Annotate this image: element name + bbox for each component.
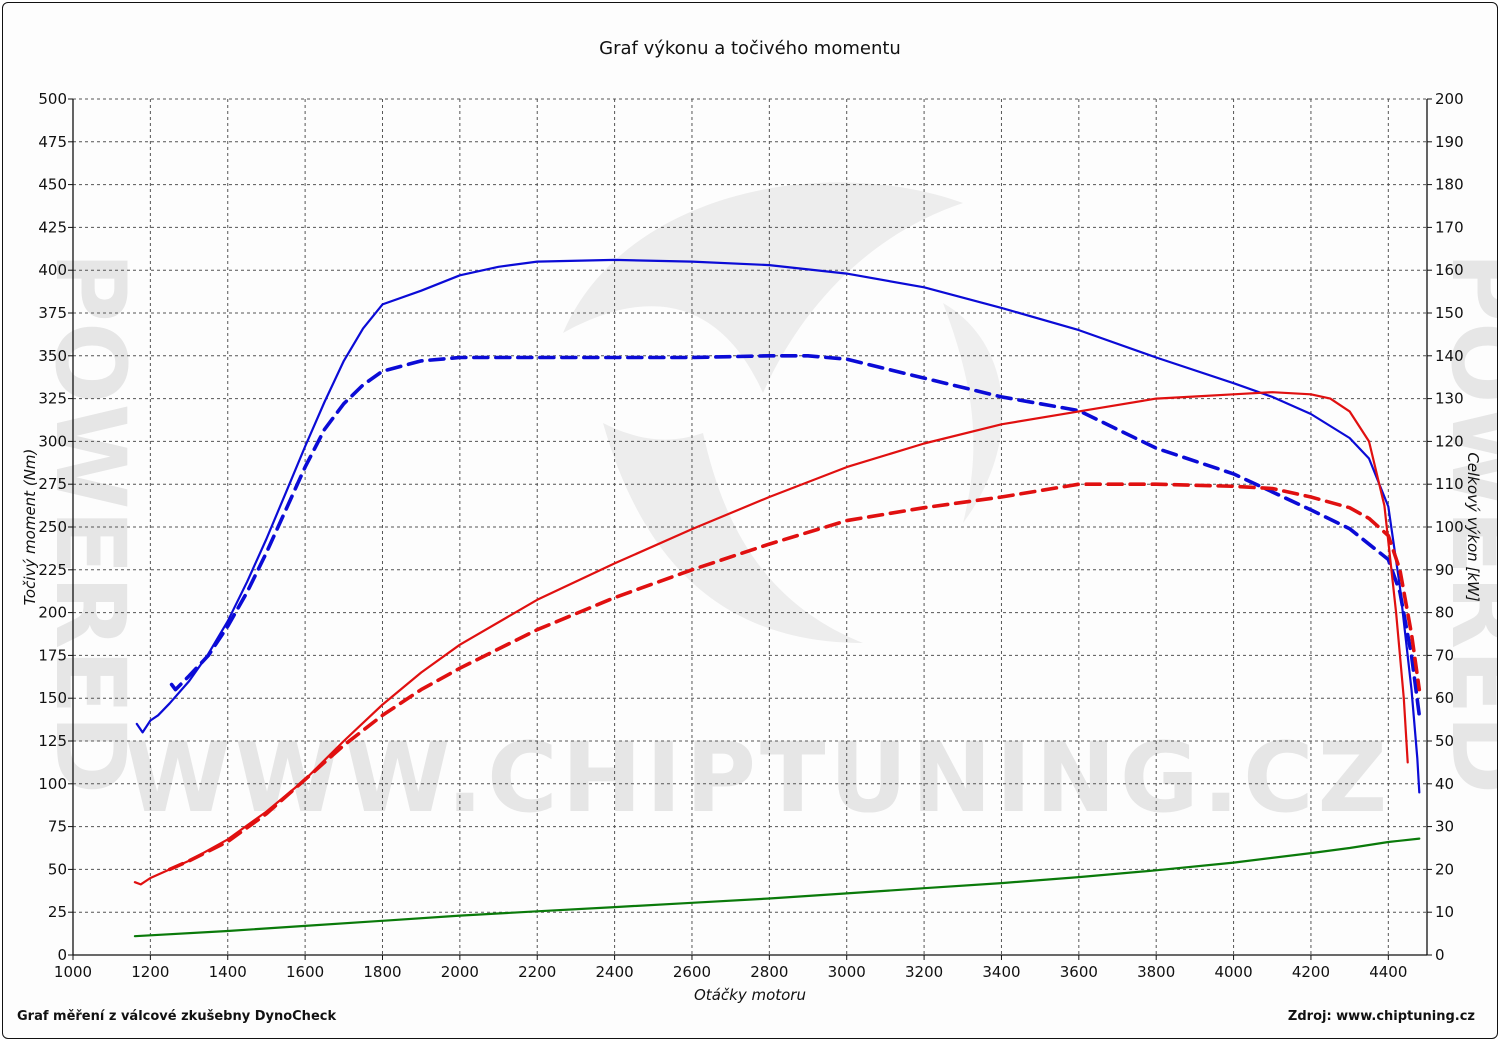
y-right-tick-label: 90 bbox=[1435, 561, 1454, 579]
y-right-tick-label: 70 bbox=[1435, 646, 1454, 664]
x-tick-label: 1600 bbox=[286, 963, 324, 981]
grid bbox=[73, 98, 1427, 955]
chart-title: Graf výkonu a točivého momentu bbox=[599, 38, 901, 59]
y-right-tick-label: 130 bbox=[1435, 390, 1464, 408]
x-tick-label: 4000 bbox=[1214, 963, 1252, 981]
y-right-tick-label: 180 bbox=[1435, 176, 1464, 194]
x-tick-label: 2800 bbox=[750, 963, 788, 981]
y-right-tick-label: 140 bbox=[1435, 347, 1464, 365]
footer-source-note: Graf měření z válcové zkušebny DynoCheck bbox=[17, 1009, 337, 1024]
y-right-tick-label: 30 bbox=[1435, 818, 1454, 836]
y-left-tick-label: 500 bbox=[38, 90, 67, 108]
y-right-tick-label: 100 bbox=[1435, 518, 1464, 536]
footer-source-url: Zdroj: www.chiptuning.cz bbox=[1287, 1009, 1475, 1024]
y-right-tick-label: 170 bbox=[1435, 218, 1464, 236]
x-tick-label: 2400 bbox=[596, 963, 634, 981]
x-tick-label: 3800 bbox=[1137, 963, 1175, 981]
x-tick-label: 3000 bbox=[828, 963, 866, 981]
y-axis-left-label: Točivý moment (Nm) bbox=[21, 449, 39, 606]
labels: 1000 1200 1400 1600 1800 2000 2200 2400 2600 2800… bbox=[21, 38, 1482, 1004]
series-line-2 bbox=[169, 354, 1422, 718]
y-left-tick-label: 75 bbox=[48, 818, 67, 836]
y-left-tick-label: 250 bbox=[38, 518, 67, 536]
x-tick-label: 2200 bbox=[518, 963, 556, 981]
x-axis-label: Otáčky motoru bbox=[694, 986, 806, 1004]
x-tick-label: 4400 bbox=[1369, 963, 1407, 981]
y-right-tick-label: 110 bbox=[1435, 475, 1464, 493]
y-right-tick-label: 120 bbox=[1435, 432, 1464, 450]
y-left-tick-label: 225 bbox=[38, 561, 67, 579]
y-right-tick-label: 50 bbox=[1435, 732, 1454, 750]
y-left-tick-label: 150 bbox=[38, 689, 67, 707]
x-tick-label: 3600 bbox=[1060, 963, 1098, 981]
y-left-tick-label: 325 bbox=[38, 390, 67, 408]
y-left-tick-label: 400 bbox=[38, 261, 67, 279]
y-right-tick-label: 60 bbox=[1435, 689, 1454, 707]
y-left-tick-label: 100 bbox=[38, 775, 67, 793]
y-right-tick-label: 160 bbox=[1435, 261, 1464, 279]
x-tick-label: 1000 bbox=[54, 963, 92, 981]
y-left-tick-label: 0 bbox=[57, 946, 67, 964]
y-left-tick-label: 425 bbox=[38, 218, 67, 236]
watermark-logo-lower bbox=[603, 423, 863, 643]
x-tick-label: 1200 bbox=[131, 963, 169, 981]
series-line-1 bbox=[135, 258, 1421, 794]
x-tick-label: 3200 bbox=[905, 963, 943, 981]
y-left-tick-label: 375 bbox=[38, 304, 67, 322]
y-right-tick-label: 150 bbox=[1435, 304, 1464, 322]
x-tick-label: 1400 bbox=[209, 963, 247, 981]
y-right-tick-label: 190 bbox=[1435, 133, 1464, 151]
y-left-tick-label: 25 bbox=[48, 903, 67, 921]
y-right-tick-label: 200 bbox=[1435, 90, 1464, 108]
y-right-tick-label: 0 bbox=[1435, 946, 1445, 964]
y-left-tick-label: 475 bbox=[38, 133, 67, 151]
watermark-logo-arc bbox=[943, 303, 1003, 523]
y-left-tick-label: 450 bbox=[38, 176, 67, 194]
series-group bbox=[133, 258, 1422, 938]
watermark-side-text-left: POWERED bbox=[34, 252, 146, 795]
x-tick-label: 2600 bbox=[673, 963, 711, 981]
series-line-4 bbox=[167, 482, 1422, 872]
axes bbox=[68, 98, 1432, 960]
y-left-tick-label: 300 bbox=[38, 432, 67, 450]
y-left-tick-label: 200 bbox=[38, 604, 67, 622]
y-right-tick-label: 40 bbox=[1435, 775, 1454, 793]
x-tick-label: 4200 bbox=[1292, 963, 1330, 981]
y-left-tick-label: 50 bbox=[48, 860, 67, 878]
y-right-tick-label: 80 bbox=[1435, 604, 1454, 622]
watermark-url-text: WWW.CHIPTUNING.CZ bbox=[125, 722, 1391, 834]
y-right-tick-label: 10 bbox=[1435, 903, 1454, 921]
x-tick-label: 3400 bbox=[982, 963, 1020, 981]
watermark-logo-upper bbox=[563, 182, 963, 393]
y-left-tick-label: 125 bbox=[38, 732, 67, 750]
y-left-tick-label: 175 bbox=[38, 646, 67, 664]
y-axis-right-label: Celkový výkon [kW] bbox=[1464, 452, 1482, 602]
x-tick-label: 1800 bbox=[363, 963, 401, 981]
x-tick-label: 2000 bbox=[441, 963, 479, 981]
y-left-tick-label: 350 bbox=[38, 347, 67, 365]
watermark-side-text-right: POWERED bbox=[1430, 252, 1497, 795]
y-right-tick-label: 20 bbox=[1435, 860, 1454, 878]
series-line-5 bbox=[133, 837, 1421, 938]
y-left-tick-label: 275 bbox=[38, 475, 67, 493]
